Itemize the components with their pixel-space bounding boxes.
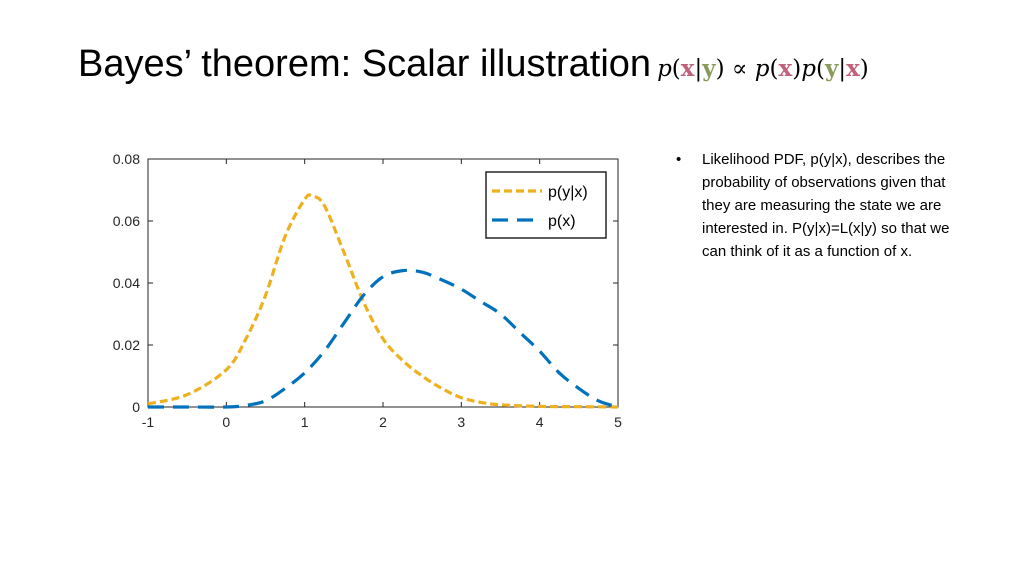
y-tick-label: 0.08 xyxy=(113,151,140,167)
y-tick-label: 0.04 xyxy=(113,275,140,291)
series-line-prior xyxy=(148,268,619,409)
bullet-text: Likelihood PDF, p(y|x), describes the pr… xyxy=(702,151,950,260)
pdf-chart: -1 0 1 2 3 4 5 0 0.02 0.04 0.06 0.08 p(y|x) p(x) xyxy=(100,145,630,445)
legend-box xyxy=(485,171,607,239)
legend-label: p(x) xyxy=(548,213,576,230)
legend-label: p(y|x) xyxy=(548,184,588,201)
x-tick-label: 5 xyxy=(614,414,622,430)
x-tick-label: 4 xyxy=(536,414,544,430)
x-tick-label: -1 xyxy=(142,414,155,430)
y-tick-label: 0.02 xyxy=(113,337,140,353)
series-line-likelihood xyxy=(147,193,619,409)
x-tick-label: 0 xyxy=(222,414,230,430)
x-tick-label: 2 xyxy=(379,414,387,430)
bullet-list: • Likelihood PDF, p(y|x), describes the … xyxy=(676,148,956,263)
bayes-formula: p(x|y) ∝ p(x)p(y|x) xyxy=(657,55,869,82)
pdf-chart-svg: -1 0 1 2 3 4 500.020.040.060.08p(y|x)p(x) xyxy=(113,151,622,430)
x-tick-label: 3 xyxy=(457,414,465,430)
bullet-marker: • xyxy=(676,151,682,168)
y-tick-label: 0.06 xyxy=(113,213,140,229)
x-tick-label: 1 xyxy=(301,414,309,430)
title-text: Bayes’ theorem: Scalar illustration xyxy=(78,43,652,85)
slide-title: Bayes’ theorem: Scalar illustration p(x|y… xyxy=(78,40,869,93)
y-tick-label: 0 xyxy=(132,399,140,415)
